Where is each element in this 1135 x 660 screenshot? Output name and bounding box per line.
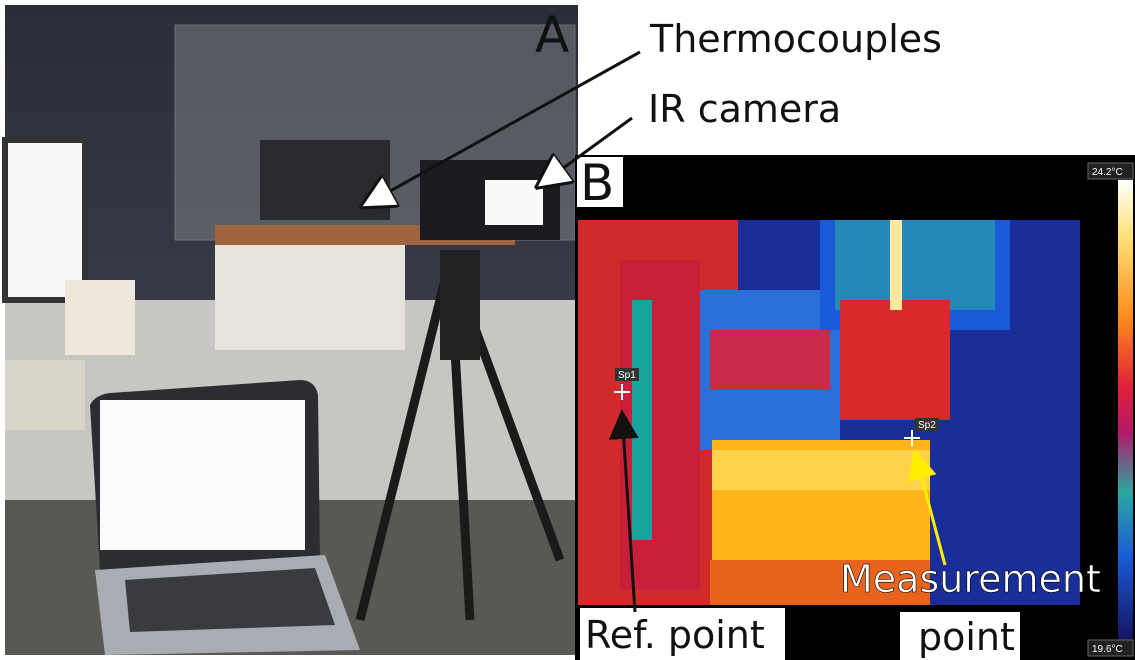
annotation: Ref. point [585, 613, 765, 657]
scale-min: 19.6°C [1092, 644, 1123, 655]
annotation: point [918, 615, 1015, 659]
panel-label: A [535, 6, 569, 64]
spot-label: Sp2 [918, 420, 936, 431]
figure: A Thermocouples IR camera B 24.2°C 19.6°… [0, 0, 1135, 660]
scale-max: 24.2°C [1092, 167, 1123, 178]
panel-label: B [580, 154, 614, 212]
annotation: Measurement [840, 557, 1101, 601]
callout: IR camera [648, 87, 841, 131]
callout: Thermocouples [649, 17, 942, 61]
spot-label: Sp1 [618, 370, 636, 381]
photo-a [5, 5, 578, 655]
